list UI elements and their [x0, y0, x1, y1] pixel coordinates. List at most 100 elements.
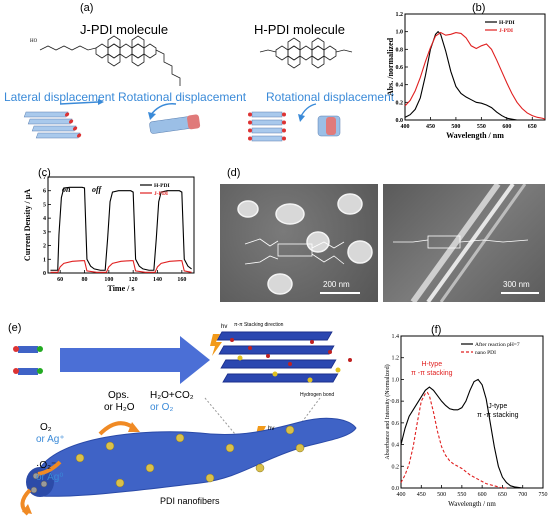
y-tick-label-b: 1.2 — [396, 12, 404, 18]
chart-c: 60 80 100 120 140 160 0 1 2 3 4 5 6 7 Time / s Current … — [23, 175, 195, 293]
x-tick-label-f: 700 — [518, 492, 527, 498]
hv-label-2: hv — [268, 426, 275, 432]
o2-label: O₂ — [40, 422, 52, 433]
y-tick-label-b: 0.2 — [396, 100, 404, 106]
h-type-line1: H-type — [421, 361, 443, 368]
y-axis-label-c: Current Density / μA — [23, 189, 32, 261]
y-tick-label-f: 1.4 — [392, 334, 400, 340]
h-pdi-title: H-PDI molecule — [254, 22, 346, 37]
y-tick-label-c: 0 — [43, 271, 46, 277]
x-tick-label-c: 80 — [82, 277, 88, 283]
rotational-displacement-text-1: Rotational displacement — [118, 90, 247, 104]
x-tick-label-b: 600 — [502, 124, 511, 130]
or-ag0-label: or Ag⁰ — [36, 472, 64, 483]
j-pdi-title: J-PDI molecule — [80, 22, 169, 37]
y-tick-label-c: 3 — [43, 230, 46, 236]
molecule-drawings: HO — [23, 35, 353, 142]
photocatalysis-illustration — [13, 331, 357, 516]
j-stack-illustration — [23, 111, 201, 139]
sem-image-j-pdi: 300 nm — [383, 184, 545, 302]
x-tick-label-c: 60 — [57, 277, 63, 283]
pdi-nanofibers-caption: PDI nanofibers — [160, 496, 220, 506]
y-tick-label-c: 1 — [43, 257, 46, 263]
x-tick-label-b: 400 — [401, 124, 410, 130]
h-stack-illustration — [248, 111, 341, 142]
or-o2-label: or O₂ — [150, 402, 174, 413]
panel-d-label: (d) — [227, 167, 241, 179]
or-ag-label: or Ag⁺ — [36, 434, 65, 445]
legend-label-c-0: H-PDI — [154, 183, 170, 189]
panel-e-label: (e) — [8, 322, 22, 334]
series-line-f-1 — [400, 391, 507, 489]
y-tick-label-f: 1.0 — [392, 377, 400, 383]
plot-frame-b — [404, 13, 546, 121]
x-tick-label-f: 550 — [457, 492, 466, 498]
chart-b: 400 450 500 550 600 650 0.0 0.2 0.4 0.6 0.8 1.0 1.2 W… — [386, 12, 546, 140]
lateral-displacement-text: Lateral displacement — [4, 90, 115, 104]
x-tick-label-c: 160 — [177, 277, 186, 283]
panel-f: (f) 400 450 500 550 600 650 700 750 0.0 0.2 0.4 0.6… — [375, 318, 550, 516]
nanofiber — [39, 417, 357, 497]
rotational-displacement-text-2: Rotational displacement — [266, 90, 395, 104]
series-line-f-0 — [400, 378, 523, 489]
y-tick-label-b: 0.0 — [396, 118, 404, 124]
h2o-co2-label: H₂O+CO₂ — [150, 390, 194, 401]
sem-fibers — [393, 184, 539, 302]
x-tick-label-f: 400 — [397, 492, 406, 498]
scale-bar-200nm: 200 nm — [323, 280, 350, 289]
lightning-icon-1 — [210, 334, 222, 356]
pdi-units-icon — [13, 346, 43, 375]
x-tick-label-c: 100 — [104, 277, 113, 283]
y-tick-label-f: 0.6 — [392, 421, 400, 427]
stacked-lattice — [216, 331, 339, 383]
y-tick-label-b: 1.0 — [396, 30, 404, 36]
panel-a: (a) J-PDI molecule H-PDI molecule HO — [0, 0, 394, 150]
y-tick-label-f: 0.8 — [392, 399, 400, 405]
legend-label-b-1: J-PDI — [499, 28, 513, 34]
chart-f: 400 450 500 550 600 650 700 750 0.0 0.2 0.4 0.6 0.8 1… — [384, 334, 548, 508]
x-tick-label-b: 500 — [451, 124, 460, 130]
sem-image-h-pdi: 200 nm — [220, 184, 378, 302]
panel-f-label: (f) — [431, 324, 442, 336]
panel-d: (d) 200 nm — [215, 165, 550, 305]
legend-label-f-0: After reaction pH=7 — [475, 341, 520, 348]
hv-label-1: hv — [221, 324, 228, 330]
y-tick-label-c: 7 — [43, 175, 46, 181]
x-tick-label-b: 550 — [477, 124, 486, 130]
panel-b-label: (b) — [472, 2, 486, 14]
y-tick-label-b: 0.8 — [396, 47, 404, 53]
stacking-direction-label: π-π Stacking direction — [234, 322, 284, 328]
series-line-b-0 — [404, 30, 518, 121]
j-type-line1: J-type — [488, 403, 508, 410]
y-tick-label-f: 0.0 — [392, 486, 400, 492]
ops-label: Ops. — [108, 390, 130, 401]
y-tick-label-f: 1.2 — [392, 356, 400, 362]
h-pdi-structure — [259, 37, 353, 69]
y-tick-label-b: 0.6 — [396, 65, 404, 71]
panel-e: (e) — [0, 318, 375, 516]
x-tick-label-f: 450 — [417, 492, 426, 498]
series-line-c-1 — [50, 260, 192, 273]
series-line-b-1 — [404, 31, 546, 120]
plot-frame-c — [47, 176, 195, 274]
j-pdi-structure — [39, 35, 181, 86]
scale-bar-300nm: 300 nm — [503, 280, 530, 289]
x-axis-label-f: Wavelength / nm — [448, 500, 496, 508]
x-axis-label-b: Wavelength / nm — [446, 131, 504, 140]
series-line-c-0 — [50, 186, 192, 271]
legend-label-b-0: H-PDI — [499, 20, 515, 26]
y-axis-label-b: Abs. /normalized — [386, 37, 395, 96]
x-tick-label-c: 140 — [153, 277, 162, 283]
h-type-line2: π -π stacking — [411, 370, 453, 377]
y-tick-label-c: 5 — [43, 202, 46, 208]
j-oh-label: HO — [30, 39, 38, 44]
on-label: on — [62, 185, 71, 194]
x-tick-label-f: 600 — [478, 492, 487, 498]
j-type-label: J-type π -π stacking — [477, 402, 519, 420]
y-axis-label-f: Absorbance and Intensity (Normalized) — [384, 364, 391, 459]
x-tick-label-b: 650 — [528, 124, 537, 130]
y-tick-label-c: 2 — [43, 244, 46, 250]
or-h2o-text: or H₂O — [104, 402, 135, 413]
y-tick-label-f: 0.2 — [392, 464, 400, 470]
x-tick-label-c: 120 — [129, 277, 138, 283]
